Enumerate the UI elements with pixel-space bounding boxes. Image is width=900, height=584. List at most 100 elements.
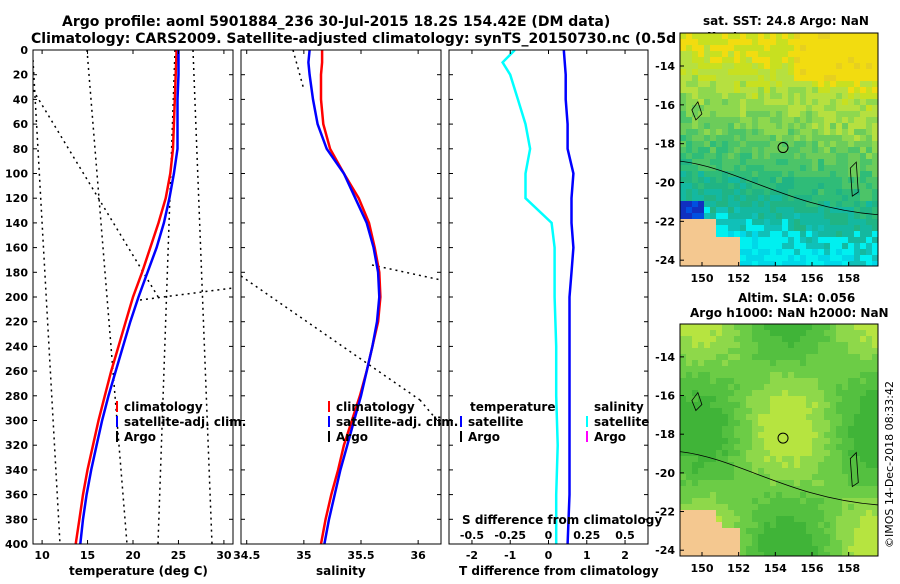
sst-map-cell — [860, 33, 866, 39]
sla-map-cell — [812, 546, 818, 552]
sst-map-cell — [704, 165, 710, 171]
sst-map-cell — [728, 255, 734, 261]
sst-map-cell — [854, 111, 860, 117]
sst-map-cell — [800, 201, 806, 207]
sla-map-cell — [782, 330, 788, 336]
sst-map-cell — [782, 147, 788, 153]
sla-map-cell — [788, 372, 794, 378]
sst-map-cell — [728, 129, 734, 135]
sst-map-cell — [686, 117, 692, 123]
sst-map-cell — [776, 255, 782, 261]
sla-map-cell — [800, 534, 806, 540]
sla-map-cell — [824, 396, 830, 402]
sst-map-cell — [722, 111, 728, 117]
sla-map-cell — [824, 528, 830, 534]
temperature-xtick-label: 10 — [34, 549, 50, 562]
temperature-clim-guide-2 — [157, 50, 176, 544]
sst-map-cell — [710, 255, 716, 261]
sla-map-cell — [716, 474, 722, 480]
sla-map-cell — [728, 456, 734, 462]
sla-map-cell — [812, 456, 818, 462]
sst-map-cell — [716, 153, 722, 159]
sst-map-cell — [740, 39, 746, 45]
sla-map-cell — [680, 396, 686, 402]
sla-map-cell — [788, 444, 794, 450]
sla-map-cell — [740, 372, 746, 378]
sla-map-cell — [692, 426, 698, 432]
sla-map-cell — [716, 456, 722, 462]
sst-map-cell — [788, 165, 794, 171]
sla-map-cell — [782, 366, 788, 372]
sst-map-cell — [680, 249, 686, 255]
sst-map-cell — [842, 243, 848, 249]
sla-map-cell — [752, 528, 758, 534]
sla-map-cell — [794, 522, 800, 528]
sla-map-cell — [848, 492, 854, 498]
sst-map-cell — [722, 105, 728, 111]
sst-map-cell — [722, 147, 728, 153]
sst-map-cell — [866, 195, 872, 201]
sst-map-cell — [758, 261, 764, 266]
sst-map-cell — [782, 243, 788, 249]
sst-map-cell — [818, 219, 824, 225]
sla-map-cell — [770, 528, 776, 534]
sla-map-cell — [680, 414, 686, 420]
sla-map-cell — [746, 444, 752, 450]
sla-map-cell — [842, 336, 848, 342]
sla-map-cell — [698, 450, 704, 456]
sla-map-cell — [692, 330, 698, 336]
sst-map-cell — [770, 87, 776, 93]
sla-map-cell — [830, 492, 836, 498]
sst-map-cell — [872, 261, 878, 266]
sla-map-cell — [758, 444, 764, 450]
sst-map-cell — [836, 165, 842, 171]
sla-map-cell — [782, 492, 788, 498]
sla-map-cell — [722, 324, 728, 330]
sla-map-cell — [752, 438, 758, 444]
sla-map-cell — [710, 462, 716, 468]
sla-map-cell — [764, 492, 770, 498]
sst-map-cell — [830, 183, 836, 189]
sla-map-cell — [770, 420, 776, 426]
sst-map-cell — [806, 159, 812, 165]
sla-map-cell — [752, 324, 758, 330]
sst-map-cell — [740, 111, 746, 117]
sst-map-cell — [842, 177, 848, 183]
sla-map-cell — [680, 432, 686, 438]
sst-map-cell — [836, 249, 842, 255]
sst-map-cell — [734, 99, 740, 105]
sla-map-cell — [770, 432, 776, 438]
depth-tick-label: 140 — [5, 217, 28, 230]
sst-map-cell — [788, 255, 794, 261]
sst-map-cell — [692, 105, 698, 111]
sst-map-cell — [836, 159, 842, 165]
sst-map-cell — [746, 51, 752, 57]
sst-map-cell — [746, 213, 752, 219]
sla-map-cell — [680, 474, 686, 480]
sst-map-cell — [692, 171, 698, 177]
sst-map-cell — [782, 69, 788, 75]
sla-map-cell — [686, 528, 692, 534]
sla-map-cell — [680, 480, 686, 486]
sst-map-cell — [794, 237, 800, 243]
sla-map-cell — [716, 444, 722, 450]
sst-map-cell — [818, 261, 824, 266]
temperature-series-satellite-adj-clim- — [79, 50, 180, 544]
sla-map-cell — [782, 462, 788, 468]
sst-map-cell — [836, 57, 842, 63]
sla-map-cell — [770, 504, 776, 510]
sst-map-cell — [872, 93, 878, 99]
sst-map-cell — [686, 171, 692, 177]
sst-map-cell — [848, 141, 854, 147]
sla-map-cell — [692, 546, 698, 552]
sla-map-cell — [872, 432, 878, 438]
sla-map-cell — [788, 378, 794, 384]
sst-map-cell — [770, 141, 776, 147]
sst-map-cell — [746, 201, 752, 207]
sst-map-cell — [818, 129, 824, 135]
sla-map-cell — [842, 504, 848, 510]
sla-map-cell — [866, 498, 872, 504]
sst-map-cell — [764, 117, 770, 123]
sla-map-cell — [860, 450, 866, 456]
sla-map-cell — [746, 372, 752, 378]
